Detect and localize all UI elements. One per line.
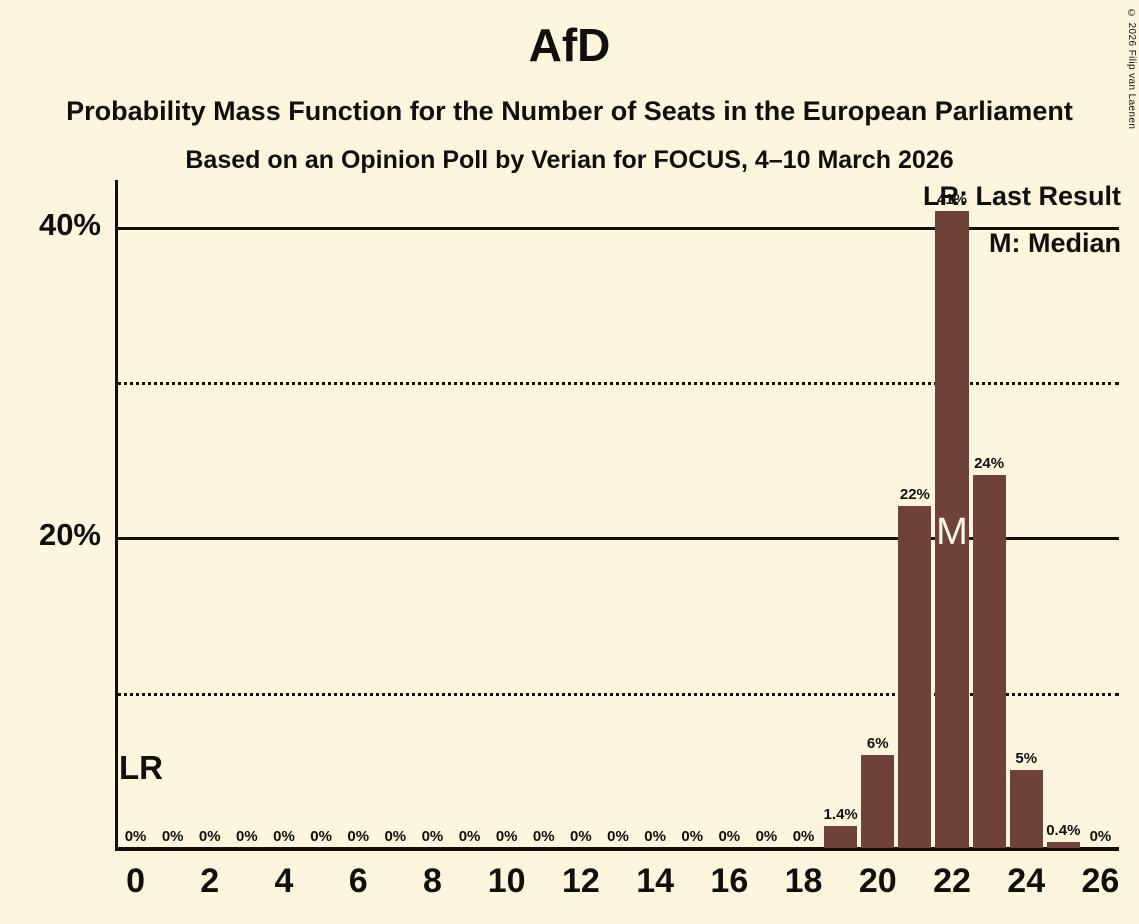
bar-slot: 0% (637, 180, 674, 848)
bar-slot: 0% (748, 180, 785, 848)
x-axis-tick-2: 2 (200, 862, 220, 900)
bar-slot: 0% (1082, 180, 1119, 848)
x-axis-tick-26: 26 (1081, 862, 1120, 900)
bar[interactable] (1046, 841, 1080, 848)
bar-value-label: 0% (124, 828, 147, 845)
bar-value-label: 0% (495, 828, 518, 845)
bar-value-label: 6% (866, 734, 889, 752)
bar[interactable] (824, 826, 858, 848)
x-axis-tick-labels: 0 2 4 6 8 10 12 14 16 18 20 22 24 26 (117, 862, 1119, 912)
bar-value-label: 0% (347, 828, 370, 845)
bar-value-label: 0% (644, 828, 666, 845)
bar[interactable] (935, 211, 969, 848)
bar-slot: 0% (525, 180, 562, 848)
bar-value-label: 41% (936, 191, 967, 209)
y-axis-tick-labels: 20% 40% (0, 180, 107, 848)
bar-slot: 1.4% (822, 180, 859, 848)
bar-value-label: 0% (681, 828, 704, 845)
bar-value-label: 0% (421, 828, 444, 845)
y-axis-tick-20pct: 20% (38, 517, 101, 553)
y-axis-line (115, 180, 118, 848)
bar-slot: 0% (228, 180, 265, 848)
bar-value-label: 0% (458, 828, 481, 845)
bar-value-label: 0% (755, 828, 778, 845)
bar-value-label: 0% (310, 828, 332, 845)
bar-value-label: 0.4% (1046, 821, 1081, 839)
bar-slot: 0% (711, 180, 748, 848)
bar-value-label: 1.4% (823, 806, 858, 824)
page-title: AfD (528, 19, 611, 71)
bar-slot: 0% (377, 180, 414, 848)
bar[interactable] (861, 754, 895, 848)
x-axis-tick-6: 6 (348, 862, 368, 900)
bar-series: 0% 0% 0% 0% 0% 0% 0% 0% 0% 0% 0% 0% 0% 0% 0% 0% 0% 0% 0% 1.… (117, 180, 1119, 848)
bar-slot: 22% (896, 180, 933, 848)
x-axis-tick-12: 12 (561, 862, 600, 900)
bar-slot: 0.4% (1045, 180, 1082, 848)
bar-slot: 0% (674, 180, 711, 848)
gridline-dotted (117, 381, 1119, 385)
x-axis-tick-8: 8 (422, 862, 442, 900)
bar-slot: 0% (191, 180, 228, 848)
chart-subtitle: Probability Mass Function for the Number… (66, 96, 1073, 126)
bar-value-label: 0% (161, 828, 184, 845)
legend-item-last-result: LR: Last Result (922, 181, 1121, 211)
bar-slot: 41% M (933, 180, 970, 848)
x-axis-tick-4: 4 (274, 862, 294, 900)
bar[interactable] (972, 475, 1006, 848)
gridline-solid (117, 226, 1119, 230)
gridline-solid (117, 537, 1119, 541)
bar-slot: 0% (562, 180, 599, 848)
bar-slot: 0% (785, 180, 822, 848)
chart-header: AfD Probability Mass Function for the Nu… (0, 0, 1139, 173)
bar[interactable] (898, 506, 932, 848)
bar-value-label: 0% (570, 828, 592, 845)
x-axis-tick-10: 10 (487, 862, 526, 900)
x-axis-tick-0: 0 (126, 862, 146, 900)
gridline-dotted (117, 692, 1119, 696)
y-axis-tick-40pct: 40% (38, 206, 101, 242)
bar-value-label: 0% (607, 828, 629, 845)
bar-value-label: 0% (236, 828, 258, 845)
bar-value-label: 5% (1015, 750, 1038, 768)
bar-value-label: 0% (718, 828, 741, 845)
x-axis-tick-16: 16 (710, 862, 749, 900)
x-axis-tick-18: 18 (784, 862, 823, 900)
plot-area: 0% 0% 0% 0% 0% 0% 0% 0% 0% 0% 0% 0% 0% 0% 0% 0% 0% 0% 0% 1.… (115, 180, 1119, 851)
bar-value-label: 0% (792, 828, 815, 845)
bar-slot: 6% (859, 180, 896, 848)
bar-value-label: 0% (532, 828, 555, 845)
x-axis-tick-22: 22 (933, 862, 971, 900)
last-result-marker: LR (119, 749, 163, 786)
bar-slot: 0% (488, 180, 525, 848)
bar-slot: 0% (451, 180, 488, 848)
bar-value-label: 0% (273, 828, 295, 845)
bar-slot: 5% (1008, 180, 1045, 848)
x-axis-line (115, 847, 1119, 851)
bar-slot: 0% (154, 180, 191, 848)
bar-slot: 0% (117, 180, 154, 848)
bar-value-label: 0% (1089, 828, 1112, 845)
bar-slot: 0% (414, 180, 451, 848)
legend-item-median: M: Median (989, 228, 1121, 258)
bar[interactable] (1009, 770, 1043, 848)
median-marker: M (936, 511, 968, 554)
bar-slot: 0% (265, 180, 302, 848)
chart-source-note: Based on an Opinion Poll by Verian for F… (185, 146, 954, 174)
bar-value-label: 22% (899, 486, 930, 504)
x-axis-tick-24: 24 (1007, 862, 1046, 900)
bar-slot: 24% (971, 180, 1008, 848)
bar-value-label: 0% (384, 828, 407, 845)
x-axis-tick-20: 20 (858, 862, 897, 900)
chart-legend: LR: Last Result M: Median (923, 183, 1121, 257)
bar-value-label: 0% (198, 828, 221, 845)
bar-slot: 0% (303, 180, 340, 848)
bar-value-label: 24% (974, 455, 1005, 473)
copyright-notice: © 2026 Filip van Laenen (1126, 8, 1137, 130)
x-axis-tick-14: 14 (636, 862, 675, 900)
bar-slot: 0% (599, 180, 636, 848)
bar-slot: 0% (340, 180, 377, 848)
